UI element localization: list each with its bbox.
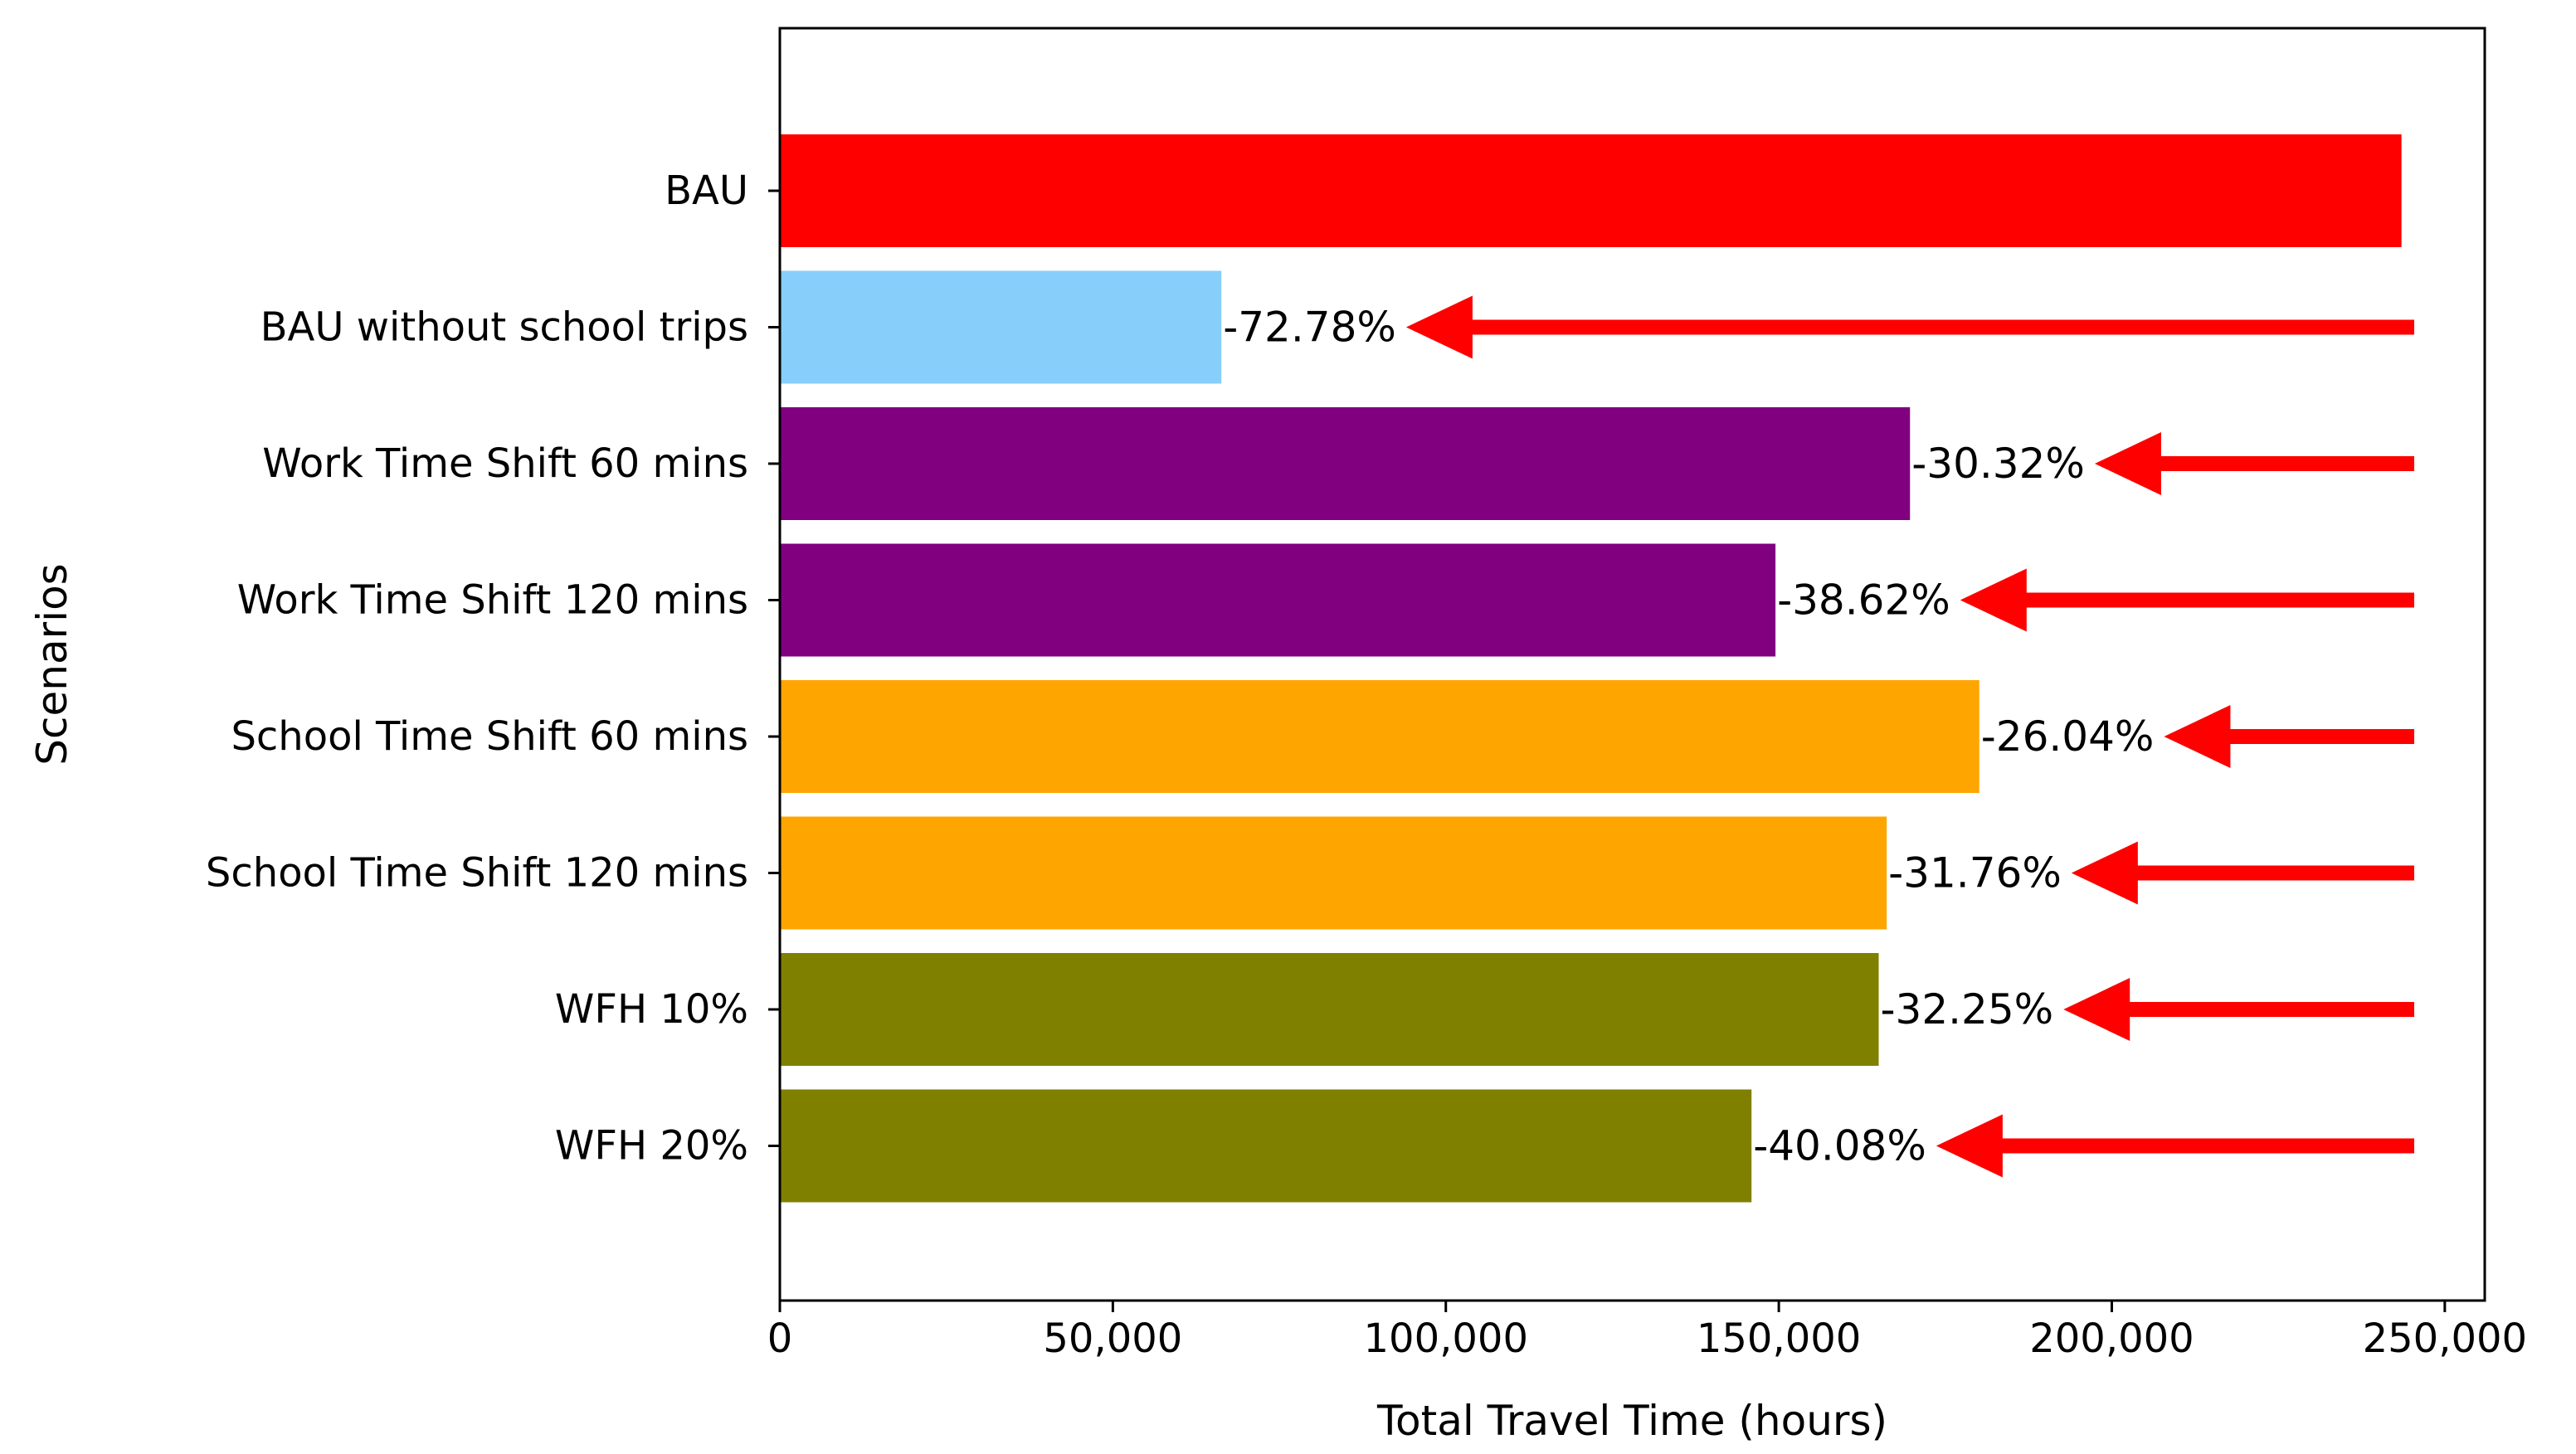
arrow-head: [2094, 432, 2161, 495]
data-label: -26.04%: [1981, 712, 2155, 761]
arrow-head: [2164, 705, 2231, 768]
arrow-shaft: [2000, 1138, 2414, 1154]
category-label: Work Time Shift 60 mins: [262, 440, 748, 487]
category-label: BAU without school trips: [261, 304, 748, 351]
arrow-shaft: [2128, 1002, 2414, 1017]
category-label: WFH 20%: [555, 1123, 748, 1170]
data-label: -38.62%: [1777, 576, 1950, 625]
category-label: Work Time Shift 120 mins: [237, 577, 748, 624]
x-tick-label: 100,000: [1363, 1315, 1528, 1362]
arrow-shaft: [2024, 592, 2414, 608]
arrow-shaft: [2228, 729, 2414, 744]
bar: [780, 680, 1979, 793]
arrow-head: [2071, 841, 2138, 905]
data-label: -31.76%: [1888, 849, 2062, 897]
bar: [780, 134, 2402, 247]
arrow-shaft: [2159, 456, 2414, 471]
bar: [780, 543, 1776, 657]
bars-layer: [780, 134, 2402, 1203]
bar: [780, 953, 1879, 1066]
category-label: BAU: [665, 168, 748, 214]
x-tick-label: 200,000: [2029, 1315, 2194, 1362]
bar: [780, 1089, 1752, 1203]
category-label: WFH 10%: [555, 986, 748, 1033]
data-label: -40.08%: [1753, 1122, 1926, 1170]
x-tick-label: 150,000: [1697, 1315, 1862, 1362]
arrow-head: [1960, 568, 2027, 632]
arrow-head: [1936, 1114, 2003, 1178]
arrow-head: [2063, 978, 2130, 1041]
bar: [780, 816, 1887, 930]
x-axis-title: Total Travel Time (hours): [1376, 1397, 1887, 1445]
y-axis: BAU BAU without school trips Work Time Shi…: [206, 168, 780, 1170]
x-tick-label: 50,000: [1043, 1315, 1182, 1362]
x-axis: 0 50,000 100,000 150,000 200,000 250,000: [767, 1301, 2527, 1362]
bar: [780, 270, 1222, 384]
data-label: -72.78%: [1223, 304, 1396, 352]
x-tick-label: 250,000: [2363, 1315, 2528, 1362]
data-label: -32.25%: [1881, 985, 2054, 1033]
data-label: -30.32%: [1911, 440, 2085, 488]
plot-frame: [778, 27, 2486, 1302]
arrow-shaft: [1470, 319, 2414, 335]
x-tick-label: 0: [767, 1315, 793, 1362]
labels-layer: -72.78% -30.32% -38.62% -26.04% -31.76% -32.2…: [1223, 304, 2154, 1170]
y-axis-title: Scenarios: [28, 563, 76, 765]
arrow-shaft: [2135, 865, 2414, 881]
arrows-layer: [1405, 295, 2414, 1178]
category-label: School Time Shift 60 mins: [231, 713, 748, 760]
bar: [780, 407, 1911, 520]
arrow-head: [1405, 295, 1473, 359]
category-label: School Time Shift 120 mins: [206, 850, 748, 897]
